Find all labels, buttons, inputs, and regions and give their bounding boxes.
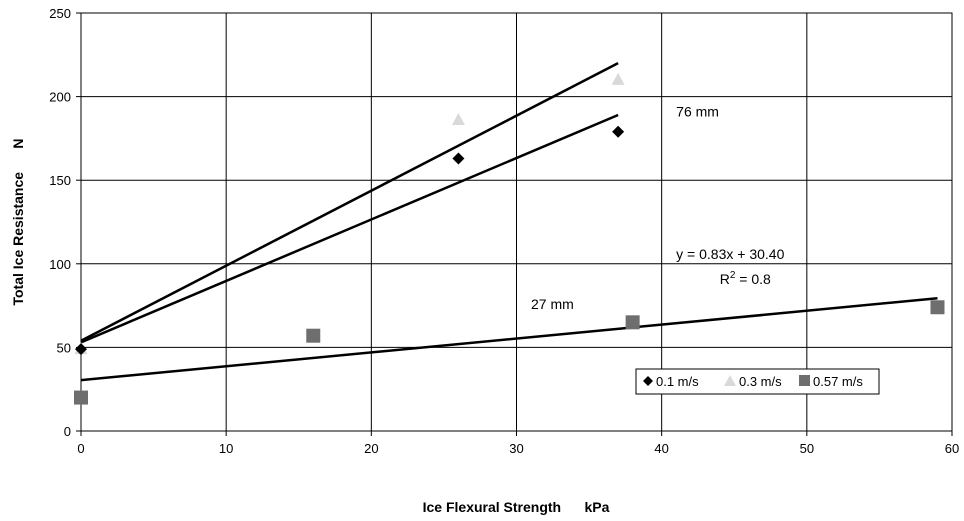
legend-marker-square: [799, 375, 810, 386]
trendline-2: [80, 296, 938, 382]
trendlines: [80, 62, 938, 382]
y-tick-label-5: 250: [49, 6, 71, 21]
grid: [81, 13, 952, 431]
trendline-0: [80, 62, 619, 342]
r2-label: R: [720, 271, 730, 287]
x-tick-label-0: 0: [77, 441, 84, 456]
data-point-diamond-0: [75, 343, 87, 356]
x-tick-label-2: 20: [364, 441, 378, 456]
y-tick-label-1: 50: [57, 340, 71, 355]
x-axis-title: Ice Flexural Strength kPa: [423, 499, 610, 515]
annotation-76mm: 76 mm: [676, 104, 719, 120]
y-tick-labels: 0 50 100 150 200 250: [49, 6, 81, 439]
legend-marker-triangle: [724, 375, 736, 386]
annotation-equation: y = 0.83x + 30.40: [676, 246, 784, 262]
data-point-square-0: [74, 390, 88, 405]
r2-value: = 0.8: [735, 271, 771, 287]
y-tick-label-0: 0: [64, 424, 71, 439]
data-point-triangle-2: [611, 72, 625, 85]
x-tick-label-4: 40: [654, 441, 668, 456]
r2-superscript: 2: [730, 270, 736, 281]
x-tick-label-3: 30: [509, 441, 523, 456]
x-tick-label-1: 10: [219, 441, 233, 456]
x-tick-labels: 0 10 20 30 40 50 60: [77, 431, 959, 456]
data-point-diamond-2: [612, 125, 625, 138]
trendline-1: [80, 113, 619, 344]
legend-box: [635, 368, 880, 395]
data-point-square-2: [625, 315, 640, 330]
data-point-square-3: [930, 300, 945, 315]
legend: 0.1 m/s 0.3 m/s 0.57 m/s: [635, 368, 880, 395]
y-tick-label-4: 200: [49, 90, 71, 105]
annotation-27mm: 27 mm: [531, 296, 574, 312]
legend-label-0-3: 0.3 m/s: [739, 374, 782, 389]
legend-label-0-57: 0.57 m/s: [813, 374, 863, 389]
annotation-r-squared: R2 = 0.8: [720, 270, 771, 287]
y-tick-label-2: 100: [49, 257, 71, 272]
data-points: [74, 72, 945, 405]
data-point-square-1: [306, 328, 321, 343]
data-point-diamond-1: [452, 152, 465, 165]
y-tick-label-3: 150: [49, 173, 71, 188]
legend-label-0-1: 0.1 m/s: [656, 374, 699, 389]
x-tick-label-6: 60: [945, 441, 959, 456]
data-point-triangle-1: [451, 113, 465, 126]
y-axis-title: Total Ice Resistance N: [10, 138, 26, 305]
x-tick-label-5: 50: [800, 441, 814, 456]
legend-marker-diamond: [643, 376, 653, 386]
